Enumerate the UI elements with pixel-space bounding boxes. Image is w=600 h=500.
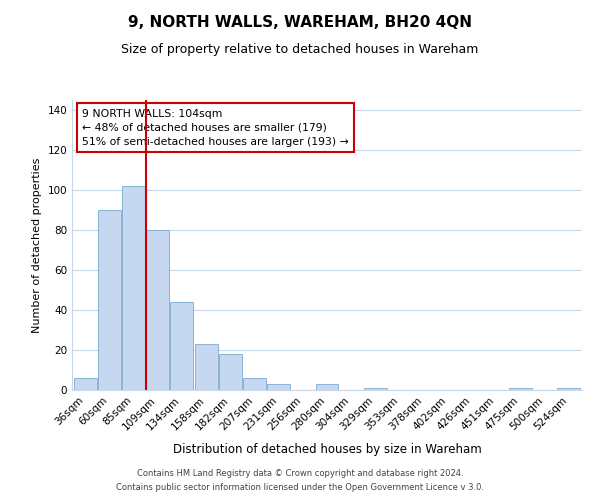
Bar	[194, 344, 218, 390]
Bar	[243, 378, 266, 390]
Bar	[219, 354, 242, 390]
Text: Size of property relative to detached houses in Wareham: Size of property relative to detached ho…	[121, 42, 479, 56]
Bar	[74, 378, 97, 390]
Bar	[509, 388, 532, 390]
Bar	[316, 384, 338, 390]
Bar	[98, 210, 121, 390]
Bar	[146, 230, 169, 390]
Bar	[557, 388, 580, 390]
Y-axis label: Number of detached properties: Number of detached properties	[32, 158, 42, 332]
Bar	[267, 384, 290, 390]
X-axis label: Distribution of detached houses by size in Wareham: Distribution of detached houses by size …	[173, 443, 481, 456]
Text: Contains HM Land Registry data © Crown copyright and database right 2024.: Contains HM Land Registry data © Crown c…	[137, 468, 463, 477]
Text: 9 NORTH WALLS: 104sqm
← 48% of detached houses are smaller (179)
51% of semi-det: 9 NORTH WALLS: 104sqm ← 48% of detached …	[82, 108, 349, 146]
Text: Contains public sector information licensed under the Open Government Licence v : Contains public sector information licen…	[116, 484, 484, 492]
Bar	[364, 388, 387, 390]
Bar	[170, 302, 193, 390]
Bar	[122, 186, 145, 390]
Text: 9, NORTH WALLS, WAREHAM, BH20 4QN: 9, NORTH WALLS, WAREHAM, BH20 4QN	[128, 15, 472, 30]
